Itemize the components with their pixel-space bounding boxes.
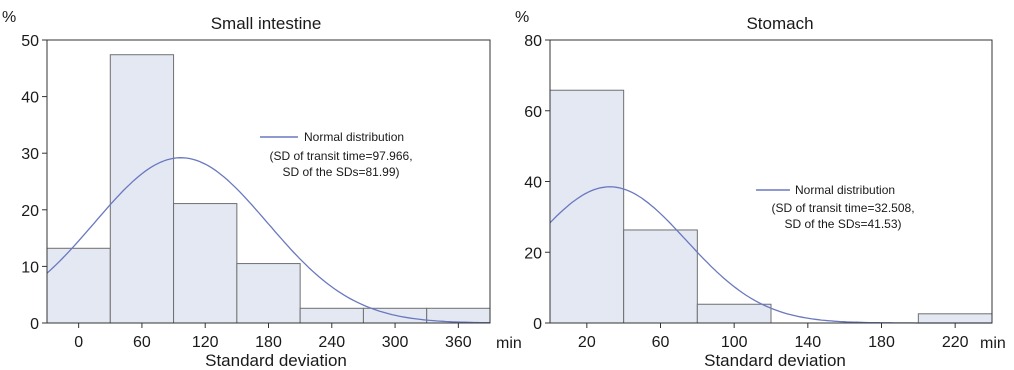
x-tick-label: 20 [578, 334, 596, 351]
legend-note-line-2: SD of the SDs=81.99) [282, 165, 399, 179]
histogram-bar [46, 247, 111, 324]
chart-title: Stomach [746, 14, 813, 33]
x-tick-label: 360 [445, 334, 472, 351]
legend: Normal distribution (SD of transit time=… [756, 183, 915, 231]
legend: Normal distribution (SD of transit time=… [260, 130, 413, 179]
y-tick-label: 40 [21, 90, 39, 107]
x-axis-label: Standard deviation [704, 351, 846, 370]
x-tick-label: 0 [74, 334, 83, 351]
histogram-bar [299, 307, 364, 324]
y-tick-label: 0 [533, 316, 542, 333]
legend-note-line-1: (SD of transit time=32.508, [771, 201, 914, 215]
x-tick-label: 240 [318, 334, 345, 351]
histogram-bar [236, 263, 301, 324]
y-axis-unit: % [2, 9, 16, 26]
histogram-bar [623, 229, 698, 324]
x-tick-label: 140 [794, 334, 821, 351]
y-tick-label: 80 [524, 33, 542, 50]
y-tick-label: 60 [524, 104, 542, 121]
y-tick-label: 30 [21, 146, 39, 163]
legend-label: Normal distribution [795, 183, 895, 197]
x-tick-label: 100 [721, 334, 748, 351]
x-axis-unit: min [980, 335, 1006, 352]
x-tick-label: 180 [255, 334, 282, 351]
x-tick-label: 60 [133, 334, 151, 351]
histogram-bar [109, 54, 175, 324]
legend-note-line-1: (SD of transit time=97.966, [269, 149, 412, 163]
y-tick-label: 20 [524, 245, 542, 262]
histogram-bar [173, 203, 238, 324]
stomach-panel: % Stomach 0 20 40 60 80 20 60 100 140 180 220 min… [515, 9, 1006, 370]
x-axis-label: Standard deviation [205, 351, 347, 370]
histogram-bar [696, 303, 772, 324]
x-axis-unit: min [496, 335, 522, 352]
histogram-bar [549, 89, 625, 324]
y-tick-label: 40 [524, 175, 542, 192]
chart-title: Small intestine [211, 14, 322, 33]
x-tick-label: 120 [192, 334, 219, 351]
x-tick-label: 180 [868, 334, 895, 351]
legend-note-line-2: SD of the SDs=41.53) [784, 217, 901, 231]
y-axis-unit: % [515, 9, 529, 26]
y-tick-label: 0 [30, 316, 39, 333]
x-tick-label: 220 [942, 334, 969, 351]
y-tick-label: 10 [21, 259, 39, 276]
small-intestine-panel: % Small intestine 0 10 20 30 40 50 0 60 120 180 2… [2, 9, 522, 370]
y-tick-label: 50 [21, 33, 39, 50]
histogram-bar [917, 313, 993, 324]
x-tick-label: 60 [652, 334, 670, 351]
normal-distribution-curve [46, 157, 490, 324]
legend-label: Normal distribution [304, 130, 404, 144]
x-tick-label: 300 [382, 334, 409, 351]
y-tick-label: 20 [21, 203, 39, 220]
